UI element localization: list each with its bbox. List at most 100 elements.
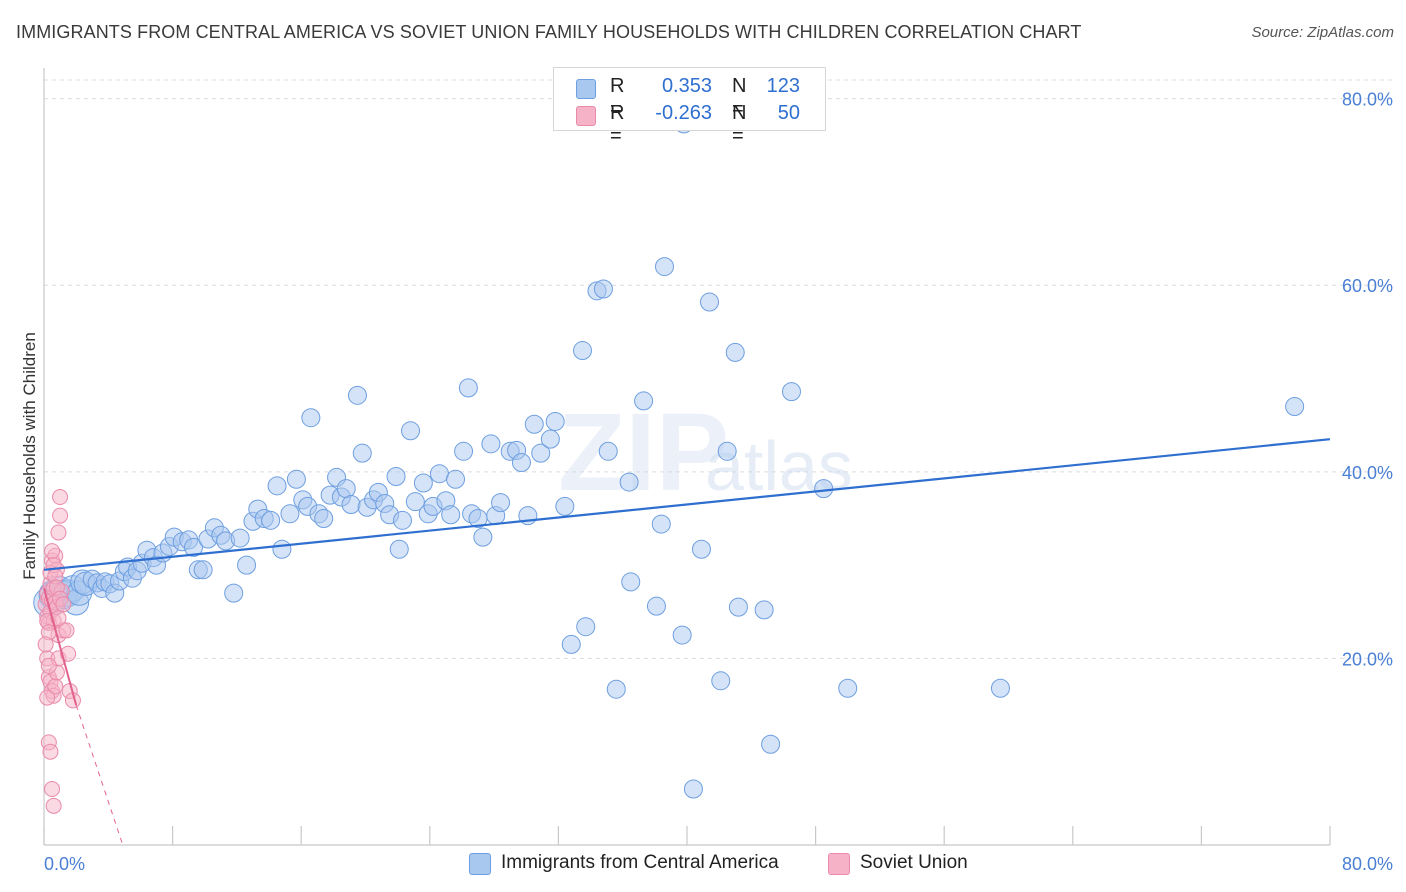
point-central-america xyxy=(761,734,781,754)
point-central-america xyxy=(286,469,306,489)
point-central-america xyxy=(267,476,287,496)
point-central-america xyxy=(545,411,565,431)
point-central-america xyxy=(193,560,213,580)
x-tick-label: 80.0% xyxy=(1342,854,1393,874)
point-central-america xyxy=(654,257,674,277)
bottom-legend-swatch-soviet-union xyxy=(828,853,850,875)
data-points xyxy=(33,114,1305,814)
trend-line-soviet-union-extension xyxy=(75,704,124,846)
y-tick-label: 40.0% xyxy=(1342,463,1393,483)
point-central-america xyxy=(429,464,449,484)
point-soviet-union xyxy=(58,622,75,639)
legend-n-value: 50 xyxy=(777,102,800,124)
point-central-america xyxy=(224,583,244,603)
point-central-america xyxy=(389,539,409,559)
point-central-america xyxy=(511,453,531,472)
point-soviet-union xyxy=(52,507,69,524)
point-central-america xyxy=(1285,397,1305,417)
point-central-america xyxy=(555,496,575,516)
point-central-america xyxy=(540,429,560,449)
point-central-america xyxy=(392,510,412,530)
legend-swatch-soviet-union xyxy=(576,106,596,126)
point-soviet-union xyxy=(40,657,57,674)
watermark-zip: ZIP xyxy=(558,391,729,514)
point-central-america xyxy=(593,279,613,299)
bottom-legend-label: Soviet Union xyxy=(860,852,968,873)
point-central-america xyxy=(314,508,334,528)
legend-swatch-central-america xyxy=(576,79,596,99)
chart-title: IMMIGRANTS FROM CENTRAL AMERICA VS SOVIE… xyxy=(16,22,1082,42)
point-central-america xyxy=(272,539,292,559)
point-central-america xyxy=(336,479,356,499)
legend-r-label: R = xyxy=(610,75,625,120)
point-central-america xyxy=(405,492,425,512)
legend-n-value: 123 xyxy=(766,75,800,97)
source-credit: Source: ZipAtlas.com xyxy=(1251,24,1394,41)
point-soviet-union xyxy=(37,636,54,653)
point-central-america xyxy=(454,441,474,461)
point-central-america xyxy=(651,514,671,534)
point-central-america xyxy=(237,555,257,575)
point-soviet-union xyxy=(50,524,67,541)
point-central-america xyxy=(401,421,421,441)
point-central-america xyxy=(352,443,372,463)
point-soviet-union xyxy=(42,743,59,760)
point-central-america xyxy=(691,539,711,559)
point-central-america xyxy=(446,469,466,489)
x-tick-label: 0.0% xyxy=(44,854,85,874)
point-central-america xyxy=(838,678,858,698)
point-central-america xyxy=(634,391,654,411)
point-central-america xyxy=(717,441,737,461)
legend-r-value: 0.353 xyxy=(661,75,712,97)
point-soviet-union xyxy=(44,781,61,798)
x-tick-labels: 0.0% 80.0% xyxy=(44,854,1393,874)
point-central-america xyxy=(473,527,493,547)
point-central-america xyxy=(683,779,703,799)
legend-n-label: N = xyxy=(732,75,747,120)
point-central-america xyxy=(598,441,618,461)
trend-line-central-america xyxy=(43,438,1331,571)
axes xyxy=(43,68,1331,846)
point-soviet-union xyxy=(44,543,61,560)
point-central-america xyxy=(573,341,593,361)
point-central-america xyxy=(619,472,639,492)
point-central-america xyxy=(672,625,692,645)
point-central-america xyxy=(341,494,361,514)
point-central-america xyxy=(301,408,321,428)
point-central-america xyxy=(576,617,596,637)
point-central-america xyxy=(261,510,281,530)
point-soviet-union xyxy=(60,645,77,662)
legend-r-label: R = xyxy=(610,102,625,147)
point-central-america xyxy=(386,466,406,486)
point-central-america xyxy=(230,528,250,548)
point-central-america xyxy=(711,671,731,691)
point-central-america xyxy=(524,414,544,434)
trend-line-soviet-union xyxy=(43,588,78,706)
point-soviet-union xyxy=(39,689,56,706)
point-central-america xyxy=(725,342,745,362)
point-central-america xyxy=(814,479,834,499)
point-central-america xyxy=(531,443,551,463)
point-central-america xyxy=(183,537,203,557)
point-central-america xyxy=(458,378,478,398)
watermark: ZIP atlas xyxy=(558,391,853,514)
bottom-legend-swatch-central-america xyxy=(469,853,491,875)
y-tick-labels: 20.0% 40.0% 60.0% 80.0% xyxy=(1342,90,1393,670)
point-central-america xyxy=(700,292,720,312)
point-central-america xyxy=(754,600,774,620)
legend-n-label: N = xyxy=(732,102,747,147)
point-soviet-union xyxy=(50,610,67,627)
point-central-america xyxy=(481,434,501,454)
point-central-america xyxy=(606,679,626,699)
point-central-america xyxy=(561,634,581,654)
point-soviet-union xyxy=(55,596,72,613)
trend-lines xyxy=(43,438,1331,846)
point-central-america xyxy=(280,504,300,524)
y-tick-label: 60.0% xyxy=(1342,276,1393,296)
point-central-america xyxy=(646,596,666,616)
point-central-america xyxy=(781,382,801,402)
point-central-america xyxy=(491,493,511,513)
point-soviet-union xyxy=(52,489,69,506)
point-central-america xyxy=(621,572,641,592)
